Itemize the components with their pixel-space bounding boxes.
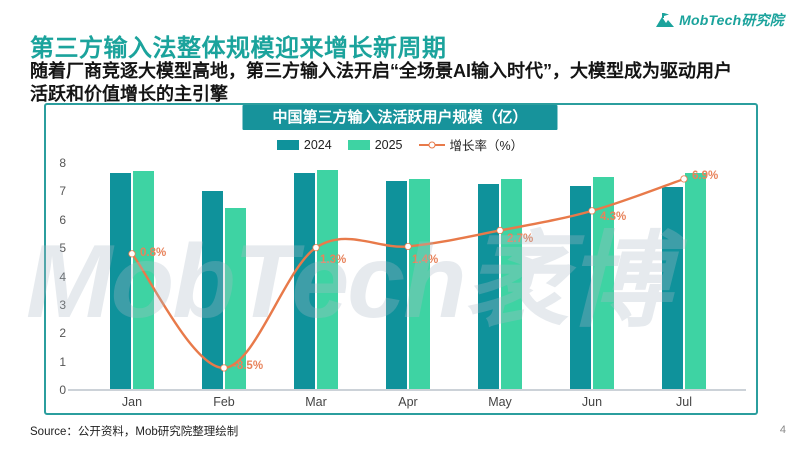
legend-label: 2024 bbox=[303, 137, 332, 152]
source-note: Source：公开资料，Mob研究院整理绘制 bbox=[30, 426, 239, 438]
legend-item-growth-rate: 增长率（%） bbox=[418, 135, 524, 154]
y-axis-label: 5 bbox=[59, 241, 66, 256]
x-axis-label-feb: Feb bbox=[213, 395, 235, 409]
y-axis-label: 2 bbox=[59, 326, 66, 341]
growth-line-path bbox=[131, 177, 685, 370]
x-axis-label-jun: Jun bbox=[581, 395, 603, 409]
growth-label-mar: 1.3% bbox=[320, 253, 347, 266]
x-axis-label-mar: Mar bbox=[305, 395, 327, 409]
plot-area: 0.8% -8.5% 1.3% 1.4% 2.7% 4.3% 6.9% bbox=[86, 163, 730, 390]
subtitle-line-2: 活跃和价值增长的主引擎 bbox=[30, 84, 228, 104]
y-axis-label: 4 bbox=[59, 269, 66, 284]
growth-point-jun bbox=[588, 207, 596, 215]
growth-label-feb: -8.5% bbox=[233, 359, 264, 372]
growth-point-mar bbox=[312, 244, 320, 252]
x-axis: Jan Feb Mar Apr May Jun Jul bbox=[86, 395, 730, 411]
legend-item-2025: 2025 bbox=[347, 137, 403, 152]
y-axis-label: 1 bbox=[59, 354, 66, 369]
growth-label-may: 2.7% bbox=[507, 233, 534, 246]
logo-text: MobTech研究院 bbox=[679, 12, 784, 28]
bar-2024-may bbox=[478, 184, 499, 390]
legend-swatch-icon bbox=[347, 139, 370, 150]
growth-label-jan: 0.8% bbox=[140, 246, 167, 259]
bar-2025-jun bbox=[593, 177, 614, 390]
growth-point-may bbox=[496, 226, 504, 235]
growth-label-jul: 6.9% bbox=[692, 169, 719, 182]
mountain-logo-icon bbox=[656, 13, 675, 27]
x-axis-label-jul: Jul bbox=[676, 395, 692, 409]
legend-label: 2025 bbox=[374, 137, 403, 152]
growth-point-jul bbox=[680, 175, 688, 183]
bar-2025-apr bbox=[409, 178, 430, 390]
bar-2024-feb bbox=[202, 191, 223, 390]
x-axis-label-jan: Jan bbox=[121, 395, 143, 409]
page-title: 第三方输入法整体规模迎来增长新周期 bbox=[30, 35, 447, 62]
y-axis-label: 0 bbox=[59, 383, 66, 397]
mobtech-logo: MobTech研究院 bbox=[655, 10, 784, 30]
subtitle-line-1: 随着厂商竞逐大模型高地，第三方输入法开启“全场景AI输入时代”，大模型成为驱动用… bbox=[30, 61, 732, 81]
legend-line-marker-icon bbox=[418, 141, 445, 148]
bar-2025-jul bbox=[685, 173, 706, 390]
x-axis-label-may: May bbox=[488, 395, 512, 409]
y-axis-label: 6 bbox=[59, 212, 66, 227]
growth-point-feb bbox=[220, 364, 228, 372]
bar-2024-jul bbox=[662, 187, 683, 390]
bar-2024-apr bbox=[386, 181, 407, 390]
bar-2024-jan bbox=[110, 172, 131, 390]
page-subtitle: 随着厂商竞逐大模型高地，第三方输入法开启“全场景AI输入时代”，大模型成为驱动用… bbox=[30, 60, 775, 106]
x-axis-line bbox=[68, 389, 746, 391]
chart-title: 中国第三方输入法活跃用户规模（亿） bbox=[242, 105, 558, 130]
x-axis-label-apr: Apr bbox=[398, 395, 418, 409]
chart-panel bbox=[44, 103, 758, 415]
page-number: 4 bbox=[779, 424, 786, 436]
growth-label-apr: 1.4% bbox=[412, 254, 439, 267]
growth-point-apr bbox=[404, 242, 412, 251]
legend-swatch-icon bbox=[276, 139, 299, 150]
growth-rate-line bbox=[128, 175, 688, 372]
bar-2025-feb bbox=[225, 208, 246, 390]
legend-line-dot-icon bbox=[428, 141, 435, 148]
bar-2024-mar bbox=[294, 172, 315, 390]
chart-legend: 2024 2025 增长率（%） bbox=[0, 135, 800, 154]
legend-item-2024: 2024 bbox=[276, 137, 332, 152]
bar-2025-may bbox=[501, 178, 522, 390]
bar-2025-mar bbox=[317, 170, 338, 390]
y-axis-label: 7 bbox=[59, 184, 66, 199]
bar-2024-jun bbox=[570, 185, 591, 390]
y-axis-label: 3 bbox=[59, 297, 66, 312]
y-axis-label: 8 bbox=[59, 156, 66, 170]
bar-2025-jan bbox=[133, 171, 154, 390]
growth-point-jan bbox=[128, 250, 136, 258]
legend-label: 增长率（%） bbox=[449, 139, 524, 153]
y-axis: 0 1 2 3 4 5 6 7 8 bbox=[38, 156, 66, 397]
growth-label-jun: 4.3% bbox=[600, 210, 627, 223]
